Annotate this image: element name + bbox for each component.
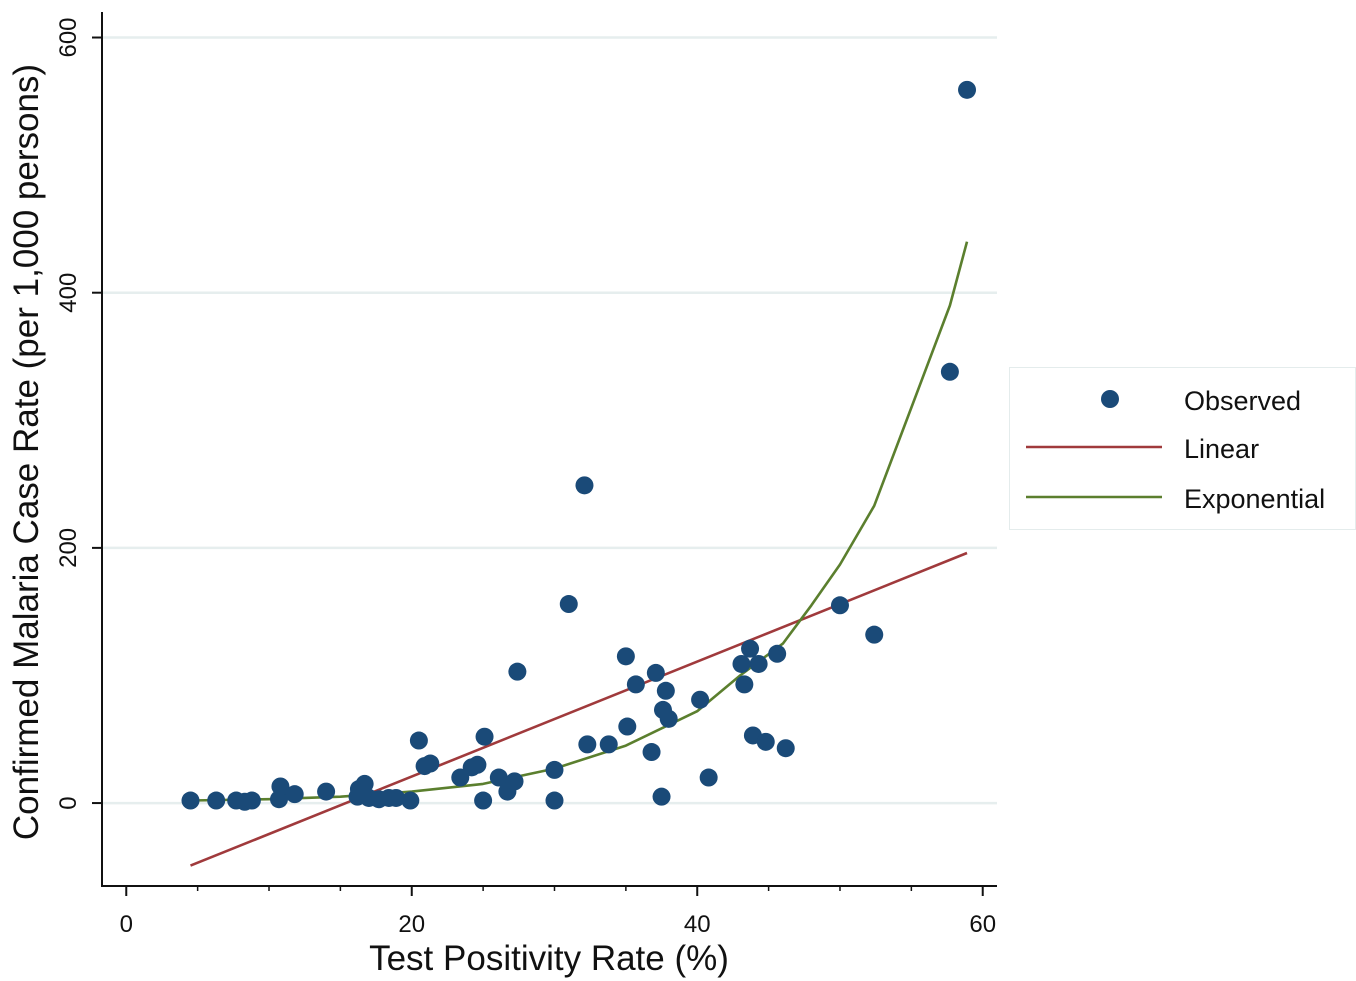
observed-point [732,654,751,673]
observed-point [741,639,760,658]
observed-point [409,731,428,750]
observed-points [181,80,977,811]
observed-point [768,644,787,663]
observed-point [575,476,594,495]
observed-marker-icon [1101,390,1119,408]
observed-point [652,787,671,806]
observed-point [545,760,564,779]
observed-point [776,739,795,758]
legend-label-observed: Observed [1184,386,1302,416]
legend-label-linear: Linear [1184,434,1260,464]
x-tick-label: 20 [398,911,425,938]
legend-item-linear: Linear [1010,428,1355,468]
x-tick-label: 40 [684,911,711,938]
linear-line-icon [1026,445,1162,449]
exponential-fit-line [190,241,969,802]
observed-point [474,791,493,810]
observed-point [642,743,661,762]
observed-point [578,735,597,754]
y-tick-label: 0 [55,796,82,809]
observed-point [401,791,420,810]
x-axis-ticks: 0 20 40 60 [120,886,996,938]
observed-point [656,681,675,700]
observed-point [475,727,494,746]
legend-item-exponential: Exponential [1010,478,1355,518]
observed-point [285,785,304,804]
observed-point [468,755,487,774]
observed-point [749,654,768,673]
observed-point [545,791,564,810]
observed-point [207,791,226,810]
observed-point [421,754,440,773]
observed-point [505,772,524,791]
observed-point [659,709,678,728]
observed-point [626,675,645,694]
observed-point [756,732,775,751]
fit-lines [190,241,969,867]
gridlines [103,36,997,805]
observed-point [735,675,754,694]
observed-point [599,735,618,754]
x-tick-label: 60 [969,911,996,938]
x-axis-label: Test Positivity Rate (%) [369,939,729,978]
observed-point [616,647,635,666]
observed-point [699,768,718,787]
y-tick-label: 400 [55,273,82,313]
observed-point [618,717,637,736]
y-axis-label: Confirmed Malaria Case Rate (per 1,000 p… [7,64,46,840]
observed-point [387,788,406,807]
legend: Observed Linear Exponential [1009,367,1356,530]
observed-point [271,777,290,796]
observed-point [355,774,374,793]
y-axis-ticks: 0 200 400 600 [55,17,102,810]
observed-point [181,791,200,810]
observed-point [691,690,710,709]
linear-fit-line [190,551,968,867]
legend-label-exponential: Exponential [1184,484,1326,514]
observed-point [865,625,884,644]
observed-point [958,80,977,99]
axes [101,12,997,887]
observed-point [940,362,959,381]
observed-point [242,791,261,810]
observed-point [508,662,527,681]
observed-point [559,595,578,614]
y-tick-label: 200 [55,528,82,568]
y-tick-label: 600 [55,17,82,57]
observed-point [646,663,665,682]
x-tick-label: 0 [120,911,133,938]
legend-item-observed: Observed [1010,380,1355,420]
observed-point [489,768,508,787]
observed-point [317,782,336,801]
exponential-line-icon [1026,495,1162,499]
observed-point [830,596,849,615]
